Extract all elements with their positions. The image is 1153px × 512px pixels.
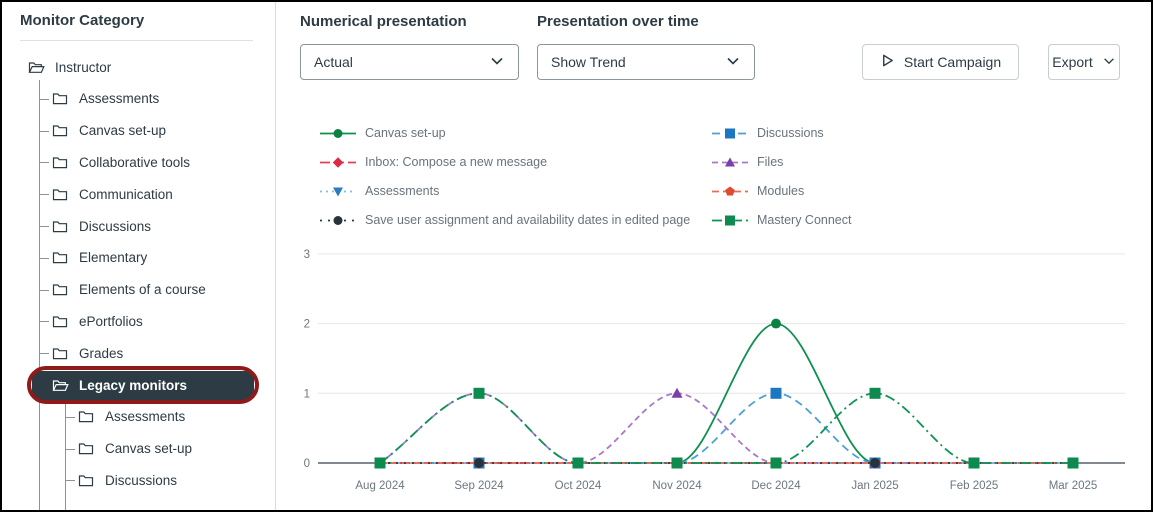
legend-marker-icon: [320, 128, 356, 138]
folder-open-icon: [28, 60, 45, 75]
presentation-over-time-select[interactable]: Show Trend: [537, 44, 755, 80]
tree-connector: [39, 321, 49, 323]
play-icon: [880, 53, 895, 71]
folder-icon: [52, 314, 68, 329]
sidebar-item-assessments[interactable]: Assessments: [79, 91, 160, 107]
svg-text:Nov 2024: Nov 2024: [652, 480, 702, 492]
numerical-presentation-value: Actual: [314, 54, 353, 70]
folder-icon: [52, 187, 68, 202]
tree-guide-line: [65, 404, 66, 510]
folder-icon: [78, 409, 94, 424]
legend-marker-icon: [712, 128, 748, 138]
sidebar-item-collaborative-tools[interactable]: Collaborative tools: [79, 154, 191, 170]
legend-item-mastery-connect[interactable]: Mastery Connect: [712, 213, 851, 227]
chevron-down-icon: [725, 53, 741, 72]
tree-connector: [65, 448, 75, 450]
numerical-presentation-label: Numerical presentation: [300, 13, 467, 30]
legend-marker-icon: [320, 187, 356, 196]
tree-connector: [39, 194, 49, 196]
svg-text:2: 2: [304, 319, 310, 331]
folder-icon: [52, 346, 68, 361]
start-campaign-button[interactable]: Start Campaign: [862, 44, 1019, 80]
tree-connector: [39, 226, 49, 227]
legend-marker-icon: [320, 156, 356, 168]
sidebar-item-communication[interactable]: Communication: [79, 186, 173, 202]
legend-item-canvas-set-up[interactable]: Canvas set-up: [320, 126, 446, 140]
sidebar-item-eportfolios[interactable]: ePortfolios: [79, 313, 143, 329]
legend-marker-icon: [320, 215, 356, 225]
folder-icon: [78, 473, 94, 488]
selected-item-background: [32, 370, 254, 400]
svg-text:1: 1: [304, 388, 310, 400]
legend-item-discussions[interactable]: Discussions: [712, 126, 824, 140]
folder-icon: [52, 219, 68, 234]
folder-icon: [52, 91, 68, 106]
legend-item-save-user-assignment-and-availability-dates-in-edited-page[interactable]: Save user assignment and availability da…: [320, 213, 690, 227]
tree-connector: [39, 130, 49, 132]
sidebar-item-elementary[interactable]: Elementary: [79, 250, 148, 266]
sidebar-item-instructor[interactable]: Instructor: [55, 59, 112, 75]
svg-text:0: 0: [304, 458, 310, 470]
numerical-presentation-select[interactable]: Actual: [300, 44, 519, 80]
tree-connector: [39, 257, 49, 259]
svg-text:Mar 2025: Mar 2025: [1049, 480, 1098, 492]
tree-guide-line: [39, 80, 40, 510]
sidebar-item-discussions[interactable]: Discussions: [79, 218, 152, 234]
svg-text:Oct 2024: Oct 2024: [555, 480, 602, 492]
svg-text:Jan 2025: Jan 2025: [851, 480, 898, 492]
sidebar-monitor-category: Monitor Category Instructor Assessments …: [2, 2, 276, 510]
legend-item-assessments[interactable]: Assessments: [320, 184, 439, 198]
legend-item-modules[interactable]: Modules: [712, 184, 804, 198]
trend-line-chart: 3 2 1 0 Aug 2024 Sep 2024 Oct 2024 Nov 2024 Dec …: [304, 249, 1125, 492]
export-label: Export: [1052, 54, 1093, 70]
sidebar-item-canvas-set-up[interactable]: Canvas set-up: [79, 123, 167, 139]
sidebar-title: Monitor Category: [20, 12, 145, 29]
legend-item-inbox-compose-a-new-message[interactable]: Inbox: Compose a new message: [320, 155, 547, 169]
sidebar-item-legacy-monitors[interactable]: Legacy monitors: [79, 377, 188, 393]
svg-text:Aug 2024: Aug 2024: [355, 480, 405, 492]
tree-connector: [65, 480, 75, 482]
svg-text:3: 3: [304, 249, 310, 261]
legend-marker-icon: [712, 186, 748, 195]
tree-connector: [39, 98, 49, 100]
folder-icon: [52, 282, 68, 297]
tree-connector: [65, 416, 75, 418]
chevron-down-icon: [1102, 54, 1116, 71]
folder-icon: [52, 155, 68, 170]
svg-text:Feb 2025: Feb 2025: [950, 480, 999, 492]
presentation-over-time-value: Show Trend: [551, 54, 626, 70]
folder-icon: [52, 123, 68, 138]
category-tree: Instructor Assessments Canvas set-up Col…: [2, 2, 275, 510]
sidebar-item-grades[interactable]: Grades: [79, 345, 124, 361]
export-button[interactable]: Export: [1048, 44, 1120, 80]
sidebar-item-discussions[interactable]: Discussions: [105, 472, 178, 488]
sidebar-item-elements-of-a-course[interactable]: Elements of a course: [79, 282, 206, 298]
main-panel: Numerical presentation Actual Presentati…: [276, 2, 1151, 510]
folder-open-icon: [52, 378, 69, 393]
legend-marker-icon: [712, 215, 748, 225]
sidebar-item-assessments[interactable]: Assessments: [105, 409, 186, 425]
tree-connector: [39, 162, 49, 164]
start-campaign-label: Start Campaign: [903, 54, 1002, 70]
sidebar-item-canvas-set-up[interactable]: Canvas set-up: [105, 441, 193, 457]
legend-item-files[interactable]: Files: [712, 155, 783, 169]
presentation-over-time-label: Presentation over time: [537, 13, 699, 30]
legend-marker-icon: [712, 157, 748, 166]
tree-connector: [39, 289, 49, 291]
folder-icon: [78, 441, 94, 456]
folder-icon: [52, 250, 68, 265]
tree-connector: [39, 353, 49, 355]
svg-text:Sep 2024: Sep 2024: [454, 480, 504, 492]
svg-text:Dec 2024: Dec 2024: [751, 480, 801, 492]
chevron-down-icon: [489, 53, 505, 72]
sidebar-divider: [20, 40, 253, 41]
